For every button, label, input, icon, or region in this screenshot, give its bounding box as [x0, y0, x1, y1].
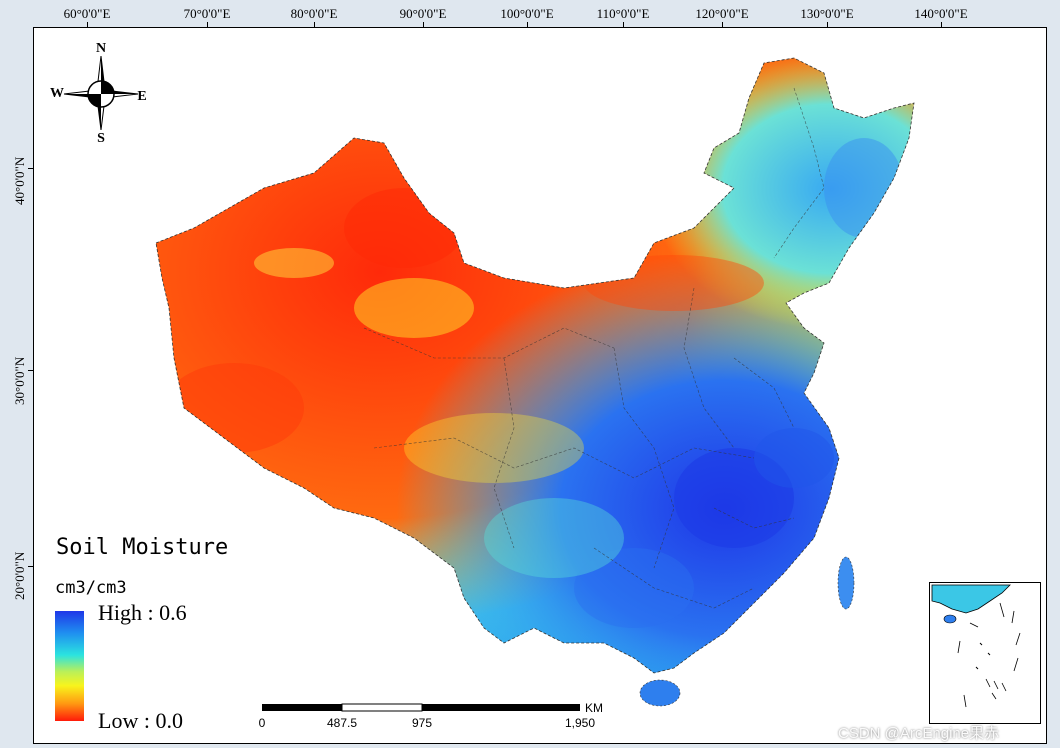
compass-north-label: N: [96, 41, 106, 56]
scale-segment-1: [262, 704, 342, 711]
map-frame: [33, 27, 1047, 744]
legend-color-ramp: [55, 611, 84, 721]
legend-low-label: Low : 0.0: [98, 708, 183, 733]
hainan-island: [639, 679, 681, 707]
province-boundaries: [363, 87, 825, 609]
scale-segment-3: [422, 704, 580, 711]
tick-top-120e: [722, 22, 723, 28]
scale-label-1950: 1,950: [565, 716, 595, 730]
taiwan-island: [837, 556, 855, 610]
compass-south-label: S: [97, 131, 105, 146]
longitude-label-70e: 70°0'0"E: [183, 6, 231, 21]
longitude-label-130e: 130°0'0"E: [800, 6, 854, 21]
north-arrow-compass: N S E W: [48, 40, 148, 150]
latitude-label-20n: 20°0'0"N: [12, 551, 27, 600]
compass-east-label: E: [137, 89, 146, 104]
compass-west-label: W: [50, 86, 64, 101]
china-map: [156, 58, 914, 673]
south-china-sea-inset: [929, 582, 1041, 724]
longitude-label-120e: 120°0'0"E: [695, 6, 749, 21]
compass-rose-icon: [63, 55, 139, 131]
longitude-label-60e: 60°0'0"E: [63, 6, 111, 21]
longitude-label-140e: 140°0'0"E: [914, 6, 968, 21]
tick-top-70e: [207, 22, 208, 28]
legend-title: Soil Moisture: [56, 535, 229, 560]
latitude-label-40n: 40°0'0"N: [12, 156, 27, 205]
tick-left-40n: [28, 168, 34, 169]
legend-unit: cm3/cm3: [55, 578, 127, 598]
latitude-label-30n: 30°0'0"N: [12, 356, 27, 405]
tick-left-30n: [28, 370, 34, 371]
tick-top-140e: [941, 22, 942, 28]
tick-top-60e: [87, 22, 88, 28]
longitude-label-110e: 110°0'0"E: [596, 6, 650, 21]
scale-segment-2: [341, 703, 423, 712]
tick-top-130e: [827, 22, 828, 28]
tick-left-20n: [28, 566, 34, 567]
longitude-label-100e: 100°0'0"E: [500, 6, 554, 21]
tick-top-90e: [423, 22, 424, 28]
tick-top-110e: [623, 22, 624, 28]
longitude-label-90e: 90°0'0"E: [399, 6, 447, 21]
scale-unit: KM: [585, 701, 603, 715]
scale-bar: 0 487.5 975 1,950 KM: [255, 700, 615, 740]
legend-high-label: High : 0.6: [98, 600, 187, 625]
scale-label-487: 487.5: [327, 716, 357, 730]
scale-label-975: 975: [412, 716, 432, 730]
soil-moisture-raster: [155, 57, 915, 707]
longitude-label-80e: 80°0'0"E: [290, 6, 338, 21]
scale-label-0: 0: [259, 716, 266, 730]
tick-top-80e: [314, 22, 315, 28]
watermark: CSDN @ArcEngine果赤: [838, 725, 1000, 742]
tick-top-100e: [527, 22, 528, 28]
